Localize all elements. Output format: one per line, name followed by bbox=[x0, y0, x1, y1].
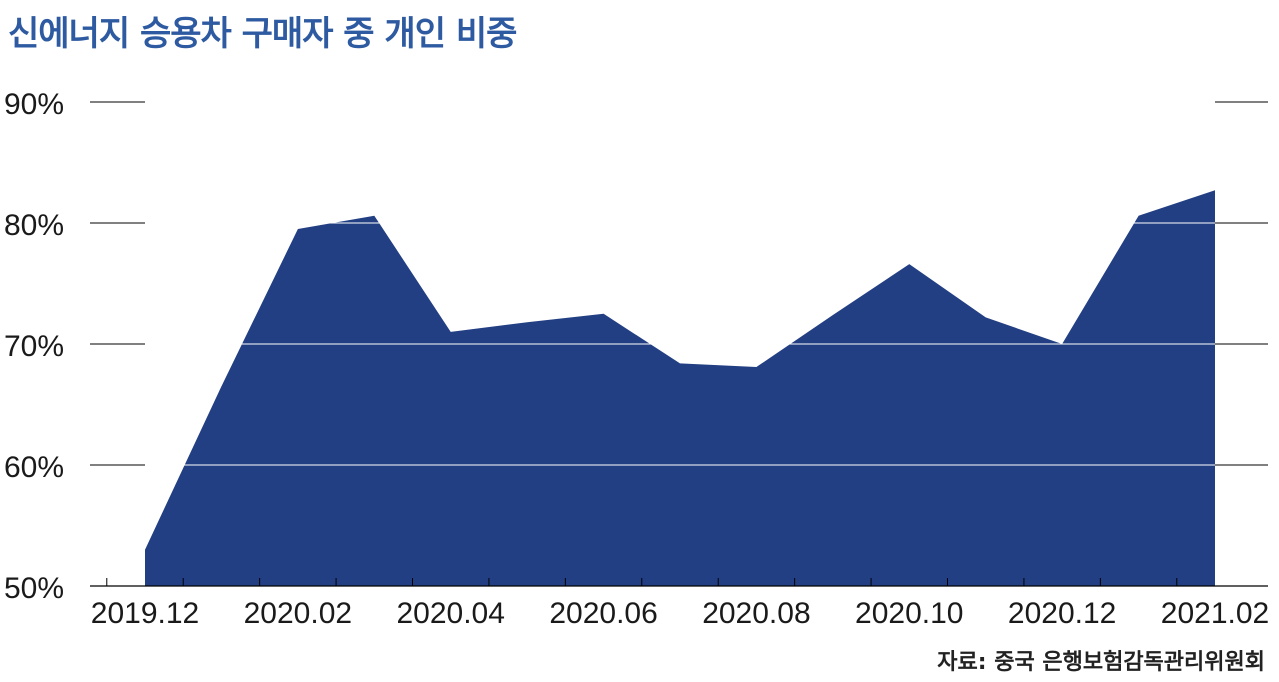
x-tick-label: 2020.02 bbox=[244, 597, 352, 630]
y-tick-label: 60% bbox=[4, 451, 64, 484]
y-tick-label: 90% bbox=[4, 88, 64, 121]
x-axis: 2019.12 2020.02 2020.04 2020.06 2020.08 2020.… bbox=[90, 578, 1269, 630]
area-series bbox=[145, 190, 1215, 587]
x-tick-label: 2019.12 bbox=[91, 597, 199, 630]
x-tick-label: 2020.12 bbox=[1008, 597, 1116, 630]
x-tick-label: 2020.10 bbox=[855, 597, 963, 630]
x-tick-label: 2020.08 bbox=[702, 597, 810, 630]
chart-title: 신에너지 승용차 구매자 중 개인 비중 bbox=[8, 14, 517, 54]
x-tick-label: 2020.06 bbox=[549, 597, 657, 630]
y-tick-label: 80% bbox=[4, 209, 64, 242]
y-axis-labels: 50% 60% 70% 80% 90% bbox=[4, 88, 64, 605]
y-tick-label: 70% bbox=[4, 330, 64, 363]
x-tick-label: 2021.02 bbox=[1161, 597, 1269, 630]
source-note: 자료: 중국 은행보험감독관리위원회 bbox=[937, 650, 1265, 675]
y-tick-label: 50% bbox=[4, 572, 64, 605]
x-tick-label: 2020.04 bbox=[396, 597, 504, 630]
